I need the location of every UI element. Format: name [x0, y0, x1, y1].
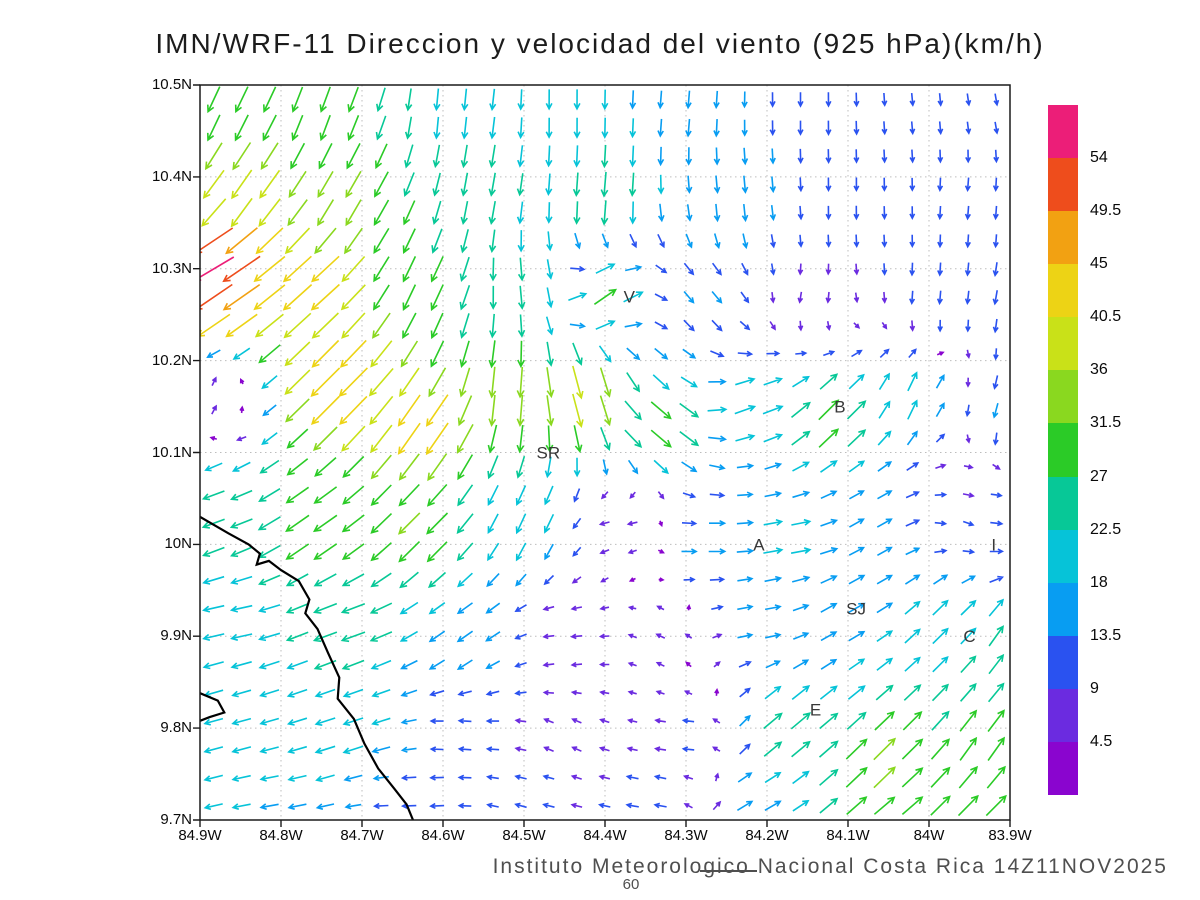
colorbar-level-label: 13.5 — [1090, 626, 1122, 644]
y-tick-label: 10.4N — [151, 167, 192, 185]
colorbar-segment — [1048, 317, 1078, 371]
wind-arrows — [222, 227, 261, 311]
colorbar-level-label: 45 — [1090, 255, 1108, 273]
colorbar-level-label: 22.5 — [1090, 520, 1122, 538]
station-label: C — [963, 627, 975, 646]
wind-arrows — [209, 351, 945, 696]
x-tick-label: 84.4W — [583, 827, 627, 844]
y-tick-label: 10N — [164, 535, 192, 553]
station-label: A — [753, 535, 765, 554]
y-tick-label: 9.9N — [160, 627, 192, 645]
wind-arrows — [201, 169, 584, 454]
map-plot-area: V B SR A I SJ C E — [193, 84, 1011, 827]
colorbar-level-label: 36 — [1090, 361, 1108, 379]
colorbar-segment — [1048, 158, 1078, 212]
wind-arrows — [200, 227, 449, 456]
station-label: I — [991, 535, 996, 554]
x-tick-label: 84.9W — [178, 827, 222, 844]
forecast-hour-label: 60 — [622, 876, 640, 893]
x-tick-label: 84.7W — [340, 827, 384, 844]
colorbar-segment — [1048, 211, 1078, 265]
chart-title: IMN/WRF-11 Direccion y velocidad del vie… — [155, 28, 1045, 59]
y-tick-label: 10.3N — [151, 259, 192, 277]
y-tick-label: 10.5N — [151, 76, 192, 93]
wind-field-svg: V B SR A I SJ C E — [193, 84, 1011, 827]
wind-arrows — [204, 142, 897, 789]
wind-arrows — [200, 256, 235, 281]
colorbar-segment — [1048, 582, 1078, 636]
x-tick-label: 84.3W — [664, 827, 708, 844]
plot-frame — [199, 84, 1011, 821]
coastline — [200, 692, 226, 722]
colorbar-segment — [1048, 688, 1078, 742]
x-tick-label: 84.6W — [421, 827, 465, 844]
wind-arrows — [201, 88, 1005, 812]
wind-arrows — [372, 92, 1005, 810]
x-tick-label: 84W — [913, 827, 945, 844]
colorbar-segment — [1048, 529, 1078, 583]
x-tick-label: 84.8W — [259, 827, 303, 844]
station-label: SR — [536, 444, 560, 463]
wind-arrows — [211, 263, 1001, 811]
station-label: V — [624, 287, 636, 306]
footer-caption: Instituto Meteorologico Nacional Costa R… — [492, 855, 1168, 878]
colorbar-level-label: 54 — [1090, 149, 1108, 167]
colorbar-segment — [1048, 635, 1078, 689]
colorbar — [1048, 105, 1078, 796]
colorbar-segment — [1048, 741, 1078, 796]
colorbar-level-label: 40.5 — [1090, 308, 1122, 326]
wind-arrows — [207, 86, 1007, 817]
x-tick-label: 84.5W — [502, 827, 546, 844]
x-tick-label: 84.1W — [826, 827, 870, 844]
station-label: SJ — [846, 600, 866, 619]
y-tick-label: 10.2N — [151, 351, 192, 369]
colorbar-segment — [1048, 476, 1078, 530]
colorbar-segment — [1048, 370, 1078, 424]
x-tick-label: 84.2W — [745, 827, 789, 844]
wind-arrows — [200, 227, 261, 310]
colorbar-level-label: 9 — [1090, 679, 1099, 697]
colorbar-segment — [1048, 423, 1078, 477]
colorbar-segment — [1048, 105, 1078, 159]
y-tick-label: 9.8N — [160, 719, 192, 737]
station-label: E — [810, 701, 821, 720]
colorbar-level-label: 18 — [1090, 573, 1108, 591]
underline-mark — [700, 870, 757, 872]
colorbar-level-label: 27 — [1090, 467, 1108, 485]
colorbar-level-label: 49.5 — [1090, 202, 1122, 220]
wind-arrows — [206, 90, 999, 811]
colorbar-segment — [1048, 264, 1078, 318]
colorbar-level-label: 31.5 — [1090, 414, 1122, 432]
coastline — [200, 515, 415, 820]
colorbar-level-label: 4.5 — [1090, 732, 1113, 750]
wind-arrow-layer — [200, 86, 1007, 820]
station-label: B — [834, 398, 845, 417]
y-tick-label: 10.1N — [151, 443, 192, 461]
y-tick-label: 9.7N — [160, 811, 192, 828]
axis-ticks — [193, 84, 1011, 827]
wind-arrows — [201, 87, 1005, 814]
x-tick-label: 83.9W — [988, 827, 1032, 844]
